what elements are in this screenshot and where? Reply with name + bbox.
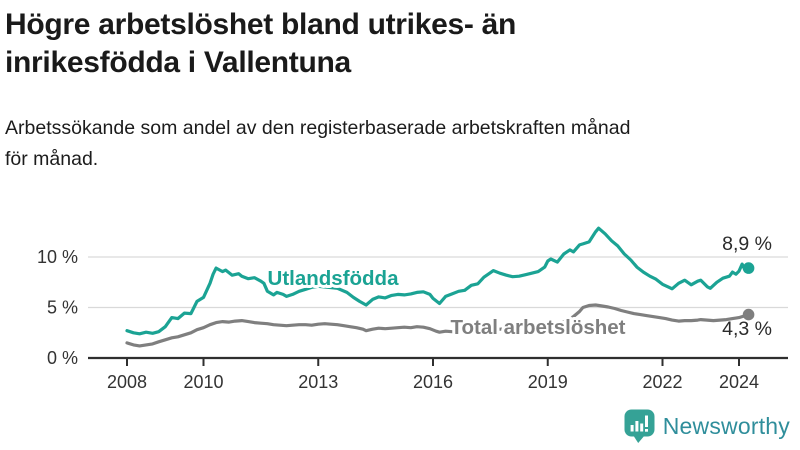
end-dot-utlandsfodda [742, 262, 755, 274]
series-line-utlandsfodda [125, 226, 751, 336]
end-dot-total [742, 308, 755, 321]
x-tick-label-2013: 2013 [298, 372, 338, 392]
newsworthy-logo: Newsworthy [623, 408, 790, 444]
chart-subtitle: Arbetssökande som andel av den registerb… [5, 117, 631, 170]
y-axis-label-5: 5 % [47, 298, 78, 318]
end-value-label-utlandsfodda: 8,9 % [722, 233, 772, 255]
end-value-label-total: 4,3 % [722, 318, 772, 340]
x-tick-label-2016: 2016 [413, 372, 453, 392]
x-tick-label-2022: 2022 [642, 372, 682, 392]
x-tick-label-2019: 2019 [528, 372, 568, 392]
series-line-total [125, 303, 751, 348]
series-label-total: Total arbetslöshet [450, 316, 625, 339]
x-tick-label-2024: 2024 [719, 372, 759, 392]
x-tick-label-2008: 2008 [107, 372, 147, 392]
newsworthy-icon [624, 409, 655, 443]
series-label-utlandsfodda: Utlandsfödda [268, 267, 400, 290]
brand-name: Newsworthy [662, 412, 790, 439]
x-tick-label-2010: 2010 [183, 372, 223, 392]
y-axis-label-10: 10 % [37, 247, 78, 267]
chart-title: Högre arbetslöshet bland utrikes- än inr… [5, 8, 516, 79]
y-axis-label-0: 0 % [47, 348, 78, 368]
